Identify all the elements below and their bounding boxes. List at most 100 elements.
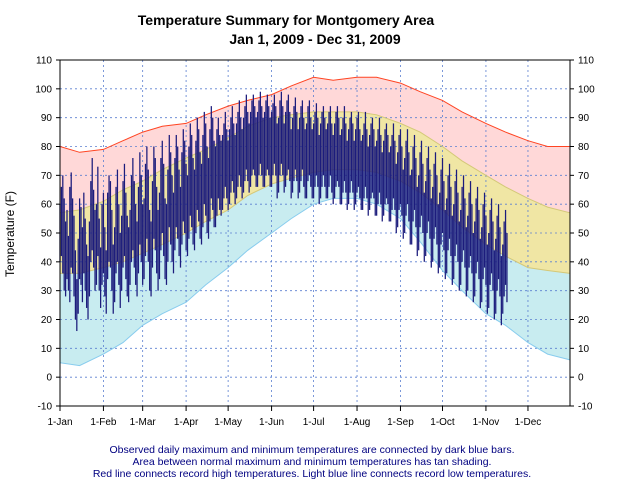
- observed-day-bar: [391, 134, 393, 210]
- observed-day-bar: [472, 233, 474, 303]
- observed-day-bar: [109, 181, 112, 268]
- observed-day-bar: [130, 175, 133, 262]
- observed-day-bar: [220, 140, 222, 216]
- observed-day-bar: [235, 123, 238, 199]
- observed-day-bar: [94, 209, 96, 291]
- observed-day-bar: [233, 123, 235, 193]
- observed-day-bar: [153, 146, 155, 239]
- observed-day-bar: [440, 169, 442, 245]
- observed-day-bar: [126, 215, 128, 297]
- observed-day-bar: [132, 158, 134, 251]
- observed-day-bar: [125, 192, 127, 280]
- observed-day-bar: [156, 186, 158, 274]
- observed-day-bar: [427, 146, 430, 222]
- observed-day-bar: [213, 140, 215, 228]
- observed-day-bar: [164, 198, 166, 280]
- observed-day-bar: [496, 215, 498, 291]
- observed-day-bar: [160, 158, 162, 251]
- observed-day-bar: [443, 181, 445, 251]
- observed-day-bar: [471, 204, 473, 274]
- observed-day-bar: [228, 129, 231, 205]
- observed-day-bar: [249, 111, 252, 187]
- observed-day-bar: [469, 181, 472, 257]
- observed-day-bar: [262, 117, 264, 187]
- observed-day-bar: [412, 146, 414, 222]
- observed-day-bar: [390, 146, 392, 222]
- observed-day-bar: [345, 123, 347, 193]
- observed-day-bar: [455, 169, 458, 245]
- observed-day-bar: [84, 218, 86, 291]
- observed-day-bar: [150, 221, 152, 297]
- observed-day-bar: [370, 123, 372, 199]
- observed-day-bar: [324, 117, 326, 187]
- y-axis-label: Temperature (F): [3, 191, 17, 277]
- record-high-line: [59, 76, 570, 153]
- observed-day-bar: [439, 192, 441, 268]
- observed-day-bar: [488, 233, 490, 308]
- observed-day-bar: [286, 100, 288, 176]
- observed-day-bar: [426, 158, 428, 233]
- observed-day-bar: [406, 129, 409, 205]
- observed-day-bar: [149, 209, 151, 291]
- observed-day-bar: [425, 181, 427, 257]
- observed-day-bar: [294, 97, 297, 170]
- observed-day-bar: [506, 233, 508, 303]
- observed-day-bar: [366, 129, 368, 199]
- observed-day-bar: [277, 117, 280, 193]
- observed-day-bar: [377, 129, 379, 205]
- observed-day-bar: [331, 123, 333, 193]
- observed-day-bar: [300, 106, 302, 182]
- y-tick-label-left: 60: [41, 200, 53, 211]
- observed-day-bar: [409, 175, 411, 245]
- observed-day-bar: [398, 134, 400, 210]
- observed-day-bar: [454, 181, 456, 257]
- observed-bars: [59, 91, 508, 332]
- observed-day-bar: [362, 134, 364, 210]
- observed-day-bar: [497, 204, 500, 280]
- observed-day-bar: [328, 111, 330, 187]
- observed-day-bar: [349, 117, 351, 193]
- observed-day-bar: [251, 100, 253, 176]
- chart-title: Temperature Summary for Montgomery Area: [138, 12, 435, 28]
- observed-day-bar: [434, 152, 437, 228]
- observed-day-bar: [272, 103, 274, 176]
- observed-day-bar: [163, 163, 165, 257]
- observed-day-bar: [432, 186, 434, 262]
- observed-day-bar: [234, 134, 236, 205]
- observed-day-bar: [492, 221, 494, 291]
- observed-day-bar: [123, 163, 126, 257]
- observed-day-bar: [238, 100, 240, 176]
- observed-day-bar: [352, 123, 354, 193]
- observed-day-bar: [388, 152, 390, 222]
- observed-day-bar: [104, 227, 106, 297]
- observed-day-bar: [224, 111, 226, 187]
- observed-day-bar: [245, 94, 247, 170]
- observed-day-bar: [261, 106, 263, 176]
- observed-day-bar: [255, 117, 257, 187]
- observed-day-bar: [90, 181, 92, 262]
- observed-day-bar: [297, 129, 299, 199]
- observed-day-bar: [303, 117, 305, 187]
- observed-day-bar: [265, 100, 267, 176]
- observed-day-bar: [378, 117, 381, 193]
- observed-day-bar: [279, 100, 281, 176]
- observed-day-bar: [474, 221, 476, 297]
- observed-day-bar: [363, 123, 365, 199]
- observed-day-bar: [397, 152, 399, 228]
- observed-day-bar: [186, 175, 189, 257]
- observed-day-bar: [158, 192, 161, 280]
- observed-day-bar: [209, 129, 211, 222]
- observed-day-bar: [88, 221, 91, 297]
- observed-day-bar: [339, 134, 341, 205]
- observed-day-bar: [60, 186, 63, 257]
- observed-day-bar: [167, 169, 169, 262]
- observed-day-bar: [136, 221, 138, 297]
- observed-day-bar: [185, 163, 187, 251]
- observed-day-bar: [64, 221, 67, 297]
- observed-day-bar: [191, 134, 193, 228]
- observed-day-bar: [217, 117, 219, 199]
- observed-day-bar: [419, 152, 421, 228]
- observed-day-bar: [475, 198, 477, 274]
- observed-day-bar: [326, 123, 329, 199]
